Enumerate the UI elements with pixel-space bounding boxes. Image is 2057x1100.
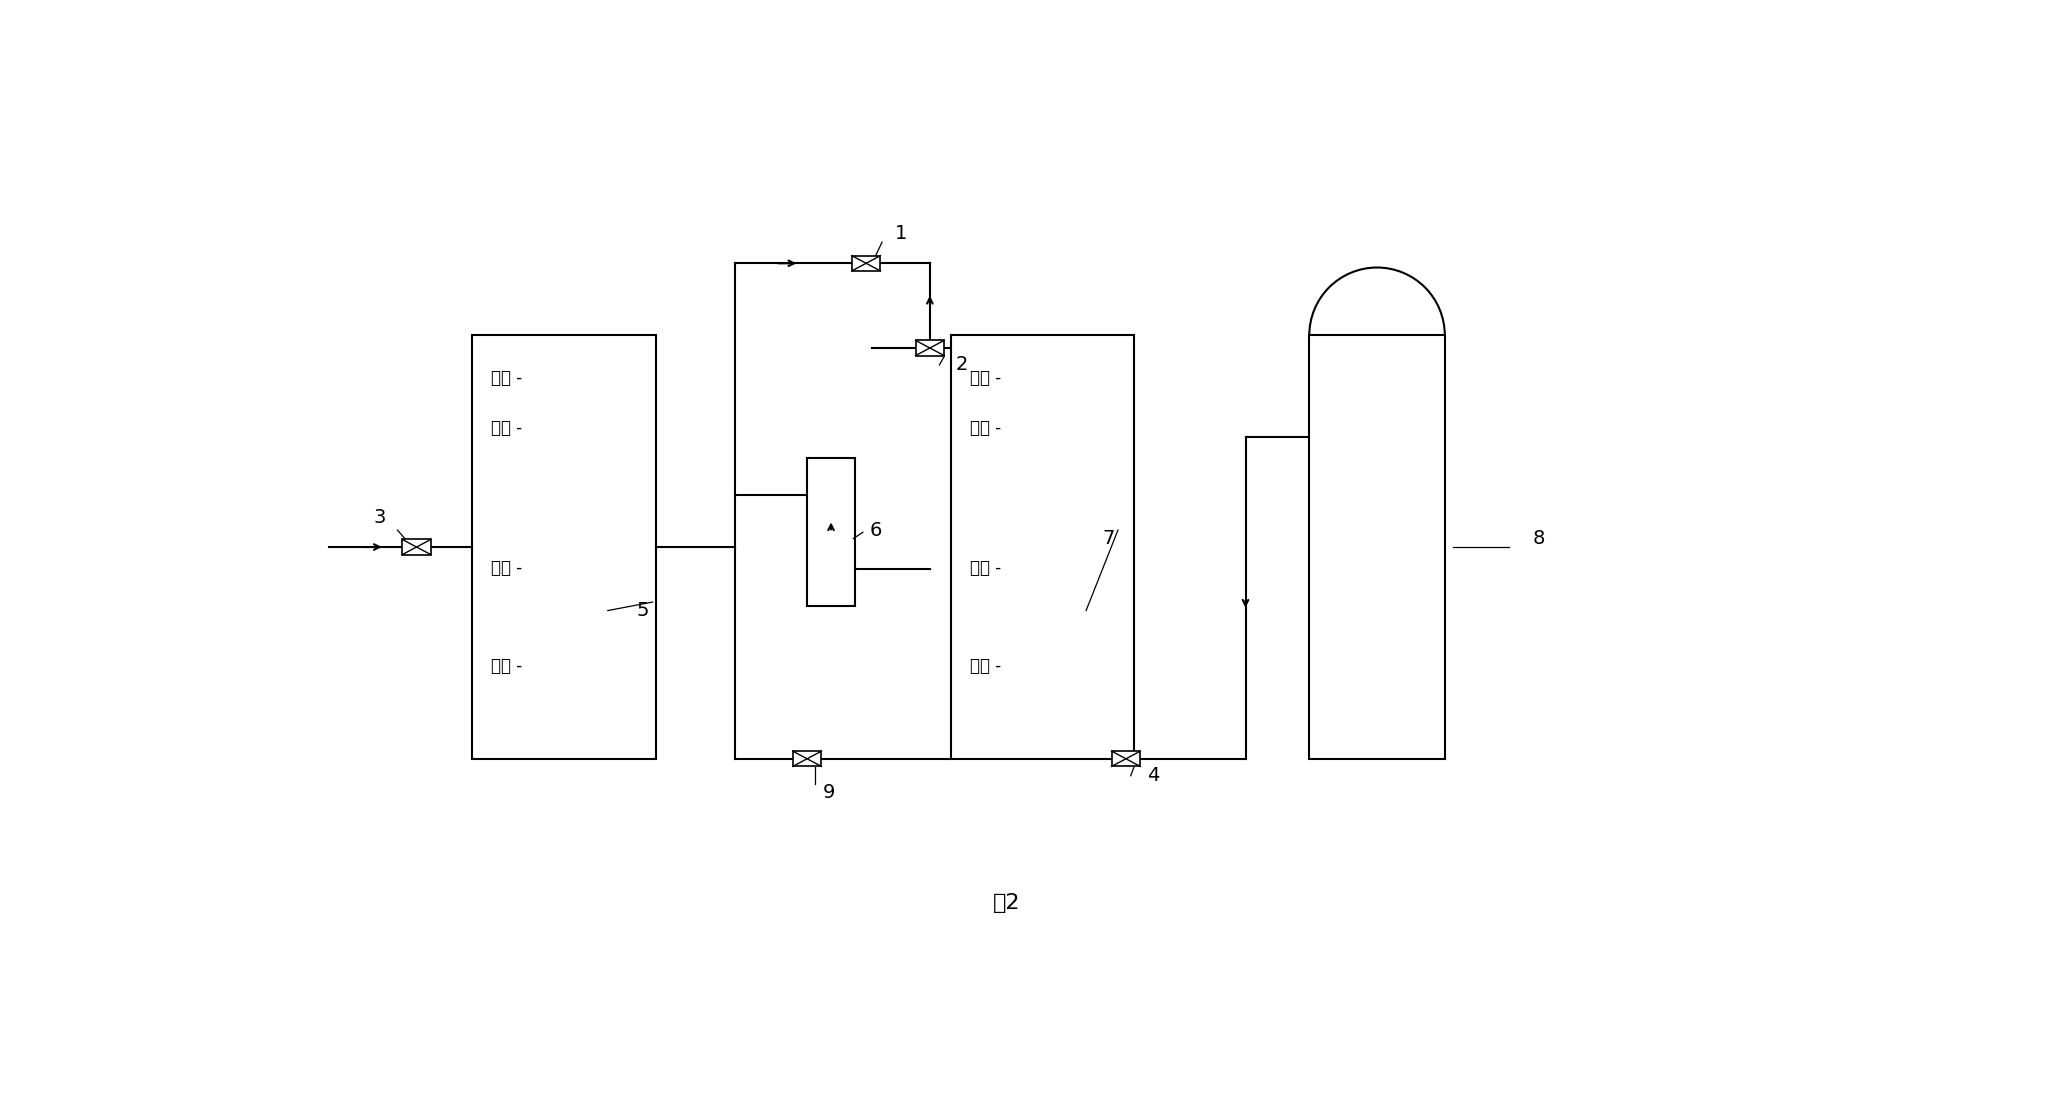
Bar bbox=[806, 458, 856, 606]
Bar bbox=[852, 255, 880, 271]
Text: 1: 1 bbox=[895, 224, 907, 243]
Text: 7: 7 bbox=[1103, 529, 1115, 548]
Text: 4: 4 bbox=[1146, 767, 1158, 785]
Text: 9: 9 bbox=[823, 783, 835, 802]
Text: 8: 8 bbox=[1532, 529, 1545, 548]
Text: 图2: 图2 bbox=[994, 893, 1020, 913]
Text: 第四 -: 第四 - bbox=[969, 368, 1002, 386]
Text: 5: 5 bbox=[636, 601, 650, 620]
Text: 3: 3 bbox=[374, 508, 387, 527]
Bar bbox=[792, 751, 821, 767]
Text: 第二 -: 第二 - bbox=[492, 559, 522, 578]
Bar bbox=[473, 336, 656, 759]
Bar bbox=[950, 336, 1133, 759]
Text: 2: 2 bbox=[954, 355, 967, 374]
Text: 第四 -: 第四 - bbox=[492, 368, 522, 386]
Text: 第三 -: 第三 - bbox=[492, 419, 522, 438]
Text: 第三 -: 第三 - bbox=[969, 419, 1002, 438]
Text: 6: 6 bbox=[870, 520, 882, 540]
Text: 第一 -: 第一 - bbox=[969, 657, 1002, 674]
Text: 第一 -: 第一 - bbox=[492, 657, 522, 674]
Bar bbox=[915, 340, 944, 355]
Bar bbox=[1310, 336, 1444, 759]
Bar bbox=[1111, 751, 1140, 767]
Bar bbox=[403, 539, 430, 554]
Text: 第二 -: 第二 - bbox=[969, 559, 1002, 578]
